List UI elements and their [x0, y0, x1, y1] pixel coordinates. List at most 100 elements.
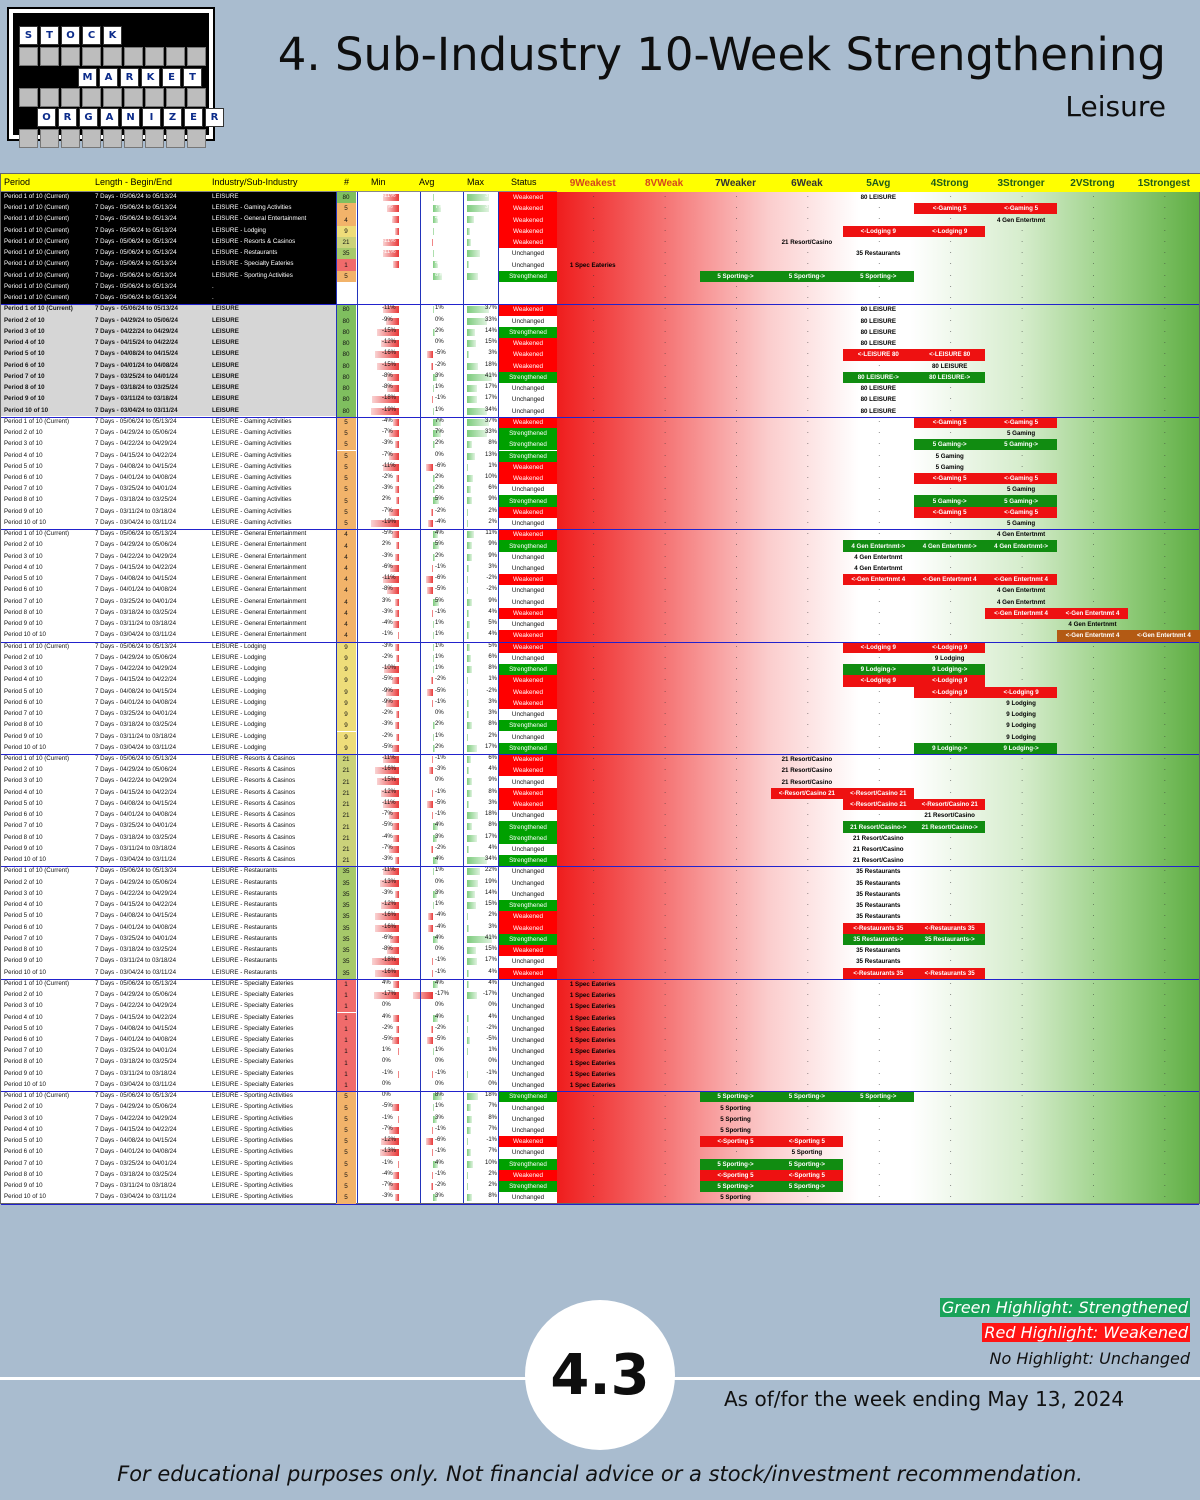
min-value: -16%: [382, 766, 397, 773]
empty-dot: .: [1092, 1035, 1095, 1042]
avg-cell: 4%: [421, 1159, 461, 1170]
max-bar: [467, 845, 470, 853]
avg-bar: [430, 362, 433, 370]
min-cell: -3%: [357, 855, 407, 866]
empty-dot: .: [735, 473, 738, 480]
max-bar: [467, 373, 492, 381]
empty-dot: .: [806, 1012, 809, 1020]
count-cell: 5: [336, 203, 356, 215]
strength-label: 35 Restaurants: [856, 902, 901, 910]
empty-dot: .: [949, 1079, 952, 1087]
avg-bar: [427, 351, 433, 359]
avg-value: 0%: [435, 1002, 444, 1009]
empty-dot: .: [878, 1136, 881, 1144]
length-cell: 7 Days - 05/06/24 to 05/13/24: [95, 530, 177, 538]
empty-dot: .: [664, 990, 667, 998]
empty-dot: .: [735, 203, 738, 211]
empty-dot: .: [949, 315, 952, 323]
strength-label: <-Restaurants 35: [914, 967, 986, 979]
max-bar: [467, 902, 476, 910]
max-bar: [467, 992, 478, 1000]
avg-cell: 1%: [421, 304, 461, 315]
empty-dot: .: [949, 1169, 952, 1177]
count-cell: 9: [336, 720, 356, 732]
empty-dot: .: [806, 877, 809, 885]
max-cell: 0%: [463, 1080, 499, 1091]
empty-dot: .: [1092, 1046, 1095, 1054]
min-bar: [381, 789, 399, 797]
count-cell: 35: [336, 945, 356, 957]
min-value: -8%: [382, 586, 393, 593]
avg-cell: -1%: [421, 394, 461, 405]
period-cell: Period 1 of 10 (Current): [4, 282, 69, 290]
avg-value: 0%: [435, 946, 444, 953]
table-row: Period 9 of 10 7 Days - 03/11/24 to 03/18…: [1, 731, 1199, 743]
status-cell: Weakened: [499, 304, 557, 316]
length-cell: 7 Days - 03/04/24 to 03/11/24: [95, 968, 177, 976]
count-cell: 21: [336, 236, 356, 249]
min-bar: [376, 328, 399, 336]
strength-label: 4 Gen Entertnmt: [997, 587, 1046, 595]
min-cell: -11%: [357, 304, 407, 315]
avg-value: -3%: [435, 766, 446, 773]
status-cell: Weakened: [499, 349, 557, 361]
empty-dot: .: [735, 1035, 738, 1042]
strength-label: <-Sporting 5: [699, 1136, 772, 1148]
period-cell: Period 10 of 10: [4, 968, 46, 976]
avg-bar: [433, 744, 436, 752]
empty-dot: .: [664, 798, 667, 806]
count-cell: 5: [336, 1136, 356, 1148]
strength-label: 35 Restaurants: [856, 879, 901, 887]
avg-cell: -6%: [421, 1136, 461, 1147]
strength-label: 5 Sporting->: [771, 270, 843, 282]
empty-dot: .: [1092, 540, 1095, 548]
max-value: 1%: [488, 462, 497, 469]
table-row: Period 2 of 10 7 Days - 04/29/24 to 05/06…: [1, 428, 1199, 440]
count-cell: 4: [336, 529, 356, 541]
empty-dot: .: [1092, 1124, 1095, 1132]
empty-dot: .: [1092, 664, 1095, 672]
min-value: -1%: [382, 631, 393, 638]
empty-dot: .: [806, 338, 809, 346]
length-cell: 7 Days - 04/08/24 to 04/15/24: [95, 799, 177, 807]
max-bar: [467, 868, 481, 876]
period-cell: Period 5 of 10: [4, 912, 43, 920]
empty-dot: .: [949, 585, 952, 593]
empty-dot: .: [1021, 1102, 1024, 1110]
status-cell: Weakened: [499, 787, 557, 799]
empty-dot: .: [878, 776, 881, 784]
period-cell: Period 9 of 10: [4, 395, 45, 403]
empty-dot: .: [1163, 551, 1166, 559]
avg-cell: 1%: [421, 642, 461, 653]
length-cell: 7 Days - 05/06/24 to 05/13/24: [95, 979, 177, 987]
min-cell: -10%: [357, 664, 407, 675]
avg-bar: [433, 194, 435, 201]
avg-value: 5%: [435, 496, 444, 503]
max-cell: 7%: [463, 1125, 499, 1136]
max-value: 4%: [488, 979, 497, 986]
industry-cell: LEISURE - Resorts & Casinos: [212, 799, 296, 807]
min-bar: [382, 238, 399, 246]
empty-dot: .: [1021, 1035, 1024, 1042]
empty-dot: .: [806, 967, 809, 975]
empty-dot: .: [1021, 877, 1024, 885]
length-cell: 7 Days - 04/29/24 to 05/06/24: [95, 878, 177, 886]
avg-cell: 3%: [421, 1114, 461, 1125]
empty-dot: .: [1021, 405, 1024, 413]
length-cell: 7 Days - 05/06/24 to 05/13/24: [95, 642, 177, 650]
min-cell: -15%: [357, 327, 407, 338]
empty-dot: .: [1021, 551, 1024, 559]
min-value: -11%: [382, 867, 396, 874]
max-bar: [467, 452, 475, 460]
empty-dot: .: [664, 1068, 667, 1076]
industry-cell: LEISURE - Lodging: [212, 721, 266, 729]
avg-value: 1%: [435, 732, 444, 739]
strength-label: <-Gaming 5: [914, 416, 986, 428]
empty-dot: .: [592, 855, 595, 863]
empty-dot: .: [1021, 1079, 1024, 1087]
empty-dot: .: [806, 922, 809, 930]
period-cell: Period 6 of 10: [4, 1036, 43, 1043]
min-cell: -7%: [357, 1125, 407, 1136]
avg-cell: 1%: [421, 619, 461, 630]
table-row: Period 3 of 10 7 Days - 04/22/24 to 04/29…: [1, 776, 1199, 788]
